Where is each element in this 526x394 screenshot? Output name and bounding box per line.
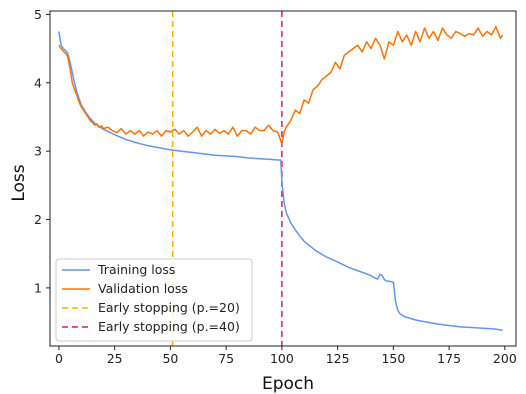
x-tick-label: 100: [270, 351, 294, 366]
legend-label-training: Training loss: [97, 262, 175, 277]
plot-frame: [49, 10, 517, 347]
x-tick-label: 25: [107, 351, 123, 366]
x-axis-ticks: 0 25 50 75 100 125 150 175 200: [55, 346, 517, 366]
validation-loss-line: [58, 25, 504, 146]
y-tick-label: 2: [34, 212, 42, 227]
legend-box: [55, 258, 253, 342]
legend-label-validation: Validation loss: [98, 281, 188, 296]
y-tick-label: 1: [34, 280, 42, 295]
y-tick-label: 3: [34, 144, 42, 159]
x-tick-label: 75: [218, 351, 234, 366]
x-tick-label: 150: [381, 351, 405, 366]
legend-label-early-stop-40: Early stopping (p.=40): [98, 319, 240, 334]
series-lines: [58, 25, 504, 332]
x-axis-label: Epoch: [262, 374, 314, 394]
x-tick-label: 50: [162, 351, 178, 366]
training-loss-line: [58, 31, 503, 332]
early-stopping-lines: [171, 11, 283, 346]
x-tick-label: 200: [493, 351, 517, 366]
y-tick-label: 4: [34, 75, 42, 90]
y-axis-label: Loss: [9, 164, 29, 201]
x-tick-label: 0: [55, 351, 63, 366]
legend: Training loss Validation loss Early stop…: [55, 258, 253, 342]
x-tick-label: 175: [437, 351, 461, 366]
x-tick-label: 125: [326, 351, 350, 366]
legend-label-early-stop-20: Early stopping (p.=20): [98, 300, 240, 315]
y-tick-label: 5: [34, 7, 42, 22]
y-axis-ticks: 1 2 3 4 5: [34, 7, 50, 295]
